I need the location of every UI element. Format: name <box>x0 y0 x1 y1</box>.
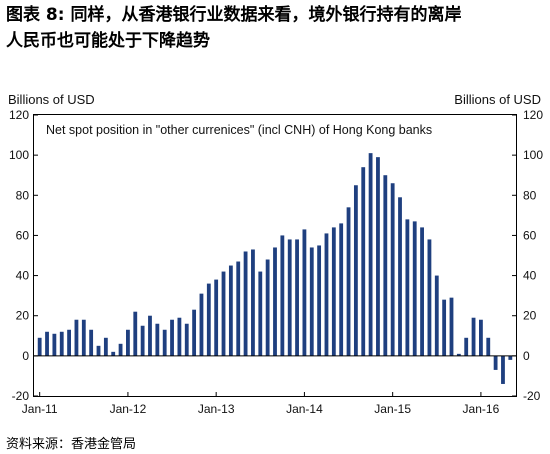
y-tick-label-left: 120 <box>9 108 29 122</box>
bar <box>501 355 505 384</box>
y-tick-label-right: 120 <box>523 108 543 122</box>
bar <box>361 167 366 356</box>
bar <box>353 185 358 356</box>
bar <box>265 259 270 356</box>
bar <box>273 247 277 356</box>
bar <box>449 297 454 356</box>
x-tick-label: Jan-13 <box>198 402 235 416</box>
bar <box>280 235 285 356</box>
bar <box>228 265 233 356</box>
y-tick-label-right: 100 <box>523 148 543 162</box>
y-tick-label-left: 20 <box>16 309 30 323</box>
bar <box>368 153 373 356</box>
bar <box>133 311 138 356</box>
y-tick-label-right: -20 <box>523 389 541 403</box>
bar <box>479 319 483 356</box>
bar <box>45 331 49 356</box>
bar <box>251 249 255 356</box>
bar <box>214 279 219 356</box>
bar <box>206 283 211 356</box>
figure-source: 资料来源：香港金管局 <box>6 437 137 452</box>
bar <box>420 227 424 356</box>
bar <box>508 355 513 360</box>
bar <box>243 251 248 356</box>
y-tick-label-left: -20 <box>12 389 30 403</box>
bar <box>398 197 402 356</box>
bar <box>177 317 182 356</box>
bar <box>427 239 432 356</box>
y-tick-label-right: 40 <box>523 269 537 283</box>
bar <box>258 271 263 356</box>
bar <box>331 227 336 356</box>
bar <box>221 271 226 356</box>
bar <box>155 323 160 356</box>
y-tick-label-right: 0 <box>523 349 530 363</box>
x-tick-label: Jan-16 <box>463 402 500 416</box>
x-tick-label: Jan-14 <box>286 402 323 416</box>
bar <box>456 353 461 356</box>
bar <box>405 219 410 356</box>
bar <box>96 345 101 356</box>
bar <box>464 337 469 356</box>
bar <box>324 233 329 356</box>
bar <box>140 325 145 356</box>
plot-frame <box>33 114 517 397</box>
bar <box>148 315 152 356</box>
y-tick-label-left: 0 <box>22 349 29 363</box>
x-tick-label: Jan-12 <box>110 402 147 416</box>
bar <box>493 355 498 370</box>
bar <box>412 221 417 356</box>
bar <box>295 239 299 356</box>
bar <box>199 293 204 356</box>
bar <box>390 183 395 356</box>
bar <box>434 275 439 356</box>
bar <box>309 247 314 356</box>
bar <box>59 331 64 356</box>
x-tick-label: Jan-11 <box>22 402 58 416</box>
y-tick-label-left: 40 <box>16 269 30 283</box>
y-tick-label-right: 20 <box>523 309 537 323</box>
bar <box>118 343 123 356</box>
bar <box>442 299 447 356</box>
chart-title: Net spot position in "other currenices" … <box>46 123 432 137</box>
bar <box>74 319 79 356</box>
bar <box>81 319 86 356</box>
bar <box>162 329 167 356</box>
y-tick-label-left: 60 <box>16 228 30 242</box>
bar <box>89 329 94 356</box>
bar <box>346 207 351 356</box>
y-axis-title-left: Billions of USD <box>8 92 95 107</box>
x-tick-label: Jan-15 <box>374 402 411 416</box>
bar <box>302 229 307 356</box>
bar <box>126 329 130 356</box>
bar <box>192 309 197 356</box>
bar <box>103 337 108 356</box>
y-axis-title-right: Billions of USD <box>454 92 541 107</box>
bar <box>236 261 241 356</box>
bar <box>111 351 116 356</box>
bar <box>287 239 292 356</box>
figure-title: 图表 8: 同样，从香港银行业数据来看，境外银行持有的离岸 人民币也可能处于下降… <box>6 5 462 51</box>
y-tick-label-left: 100 <box>9 148 29 162</box>
bar <box>67 329 71 356</box>
bar <box>383 175 388 356</box>
bar <box>471 317 476 356</box>
bar <box>37 337 42 356</box>
y-tick-label-right: 80 <box>523 188 537 202</box>
bar <box>376 157 380 356</box>
bar <box>486 337 491 356</box>
bar <box>339 223 344 356</box>
bar <box>52 333 57 356</box>
y-tick-label-right: 60 <box>523 228 537 242</box>
bars-layer <box>37 153 513 384</box>
bar <box>317 245 322 356</box>
bar <box>170 319 174 356</box>
bar <box>184 323 189 356</box>
y-tick-label-left: 80 <box>16 188 30 202</box>
